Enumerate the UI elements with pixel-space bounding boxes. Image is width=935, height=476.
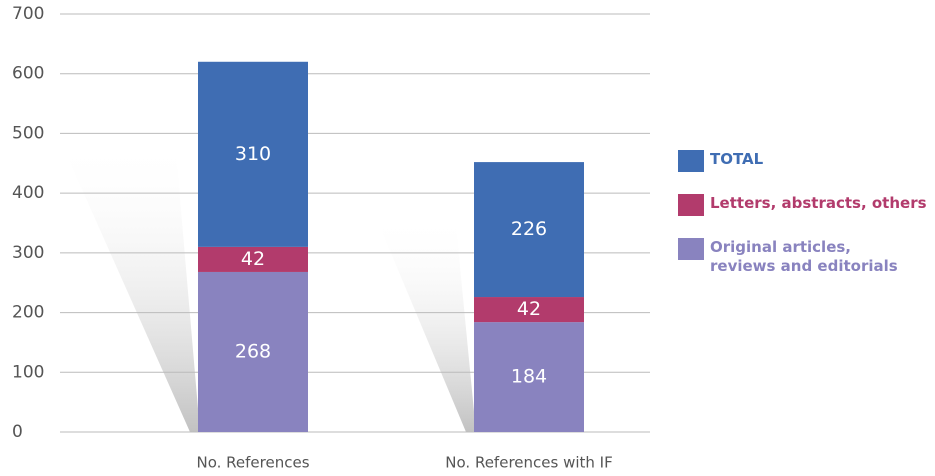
x-tick-label: No. References with IF bbox=[445, 454, 612, 472]
data-label: 226 bbox=[511, 218, 547, 240]
y-tick-label: 300 bbox=[12, 243, 44, 263]
bar-segment bbox=[198, 61, 308, 247]
legend-item: Letters, abstracts, others bbox=[678, 194, 927, 216]
x-tick-label: No. References bbox=[196, 454, 309, 472]
legend-item: TOTAL bbox=[678, 150, 910, 172]
y-tick-label: 0 bbox=[12, 422, 23, 442]
legend-label: TOTAL bbox=[710, 150, 764, 168]
legend-swatch bbox=[678, 238, 704, 260]
legend-item: Original articles, reviews and editorial… bbox=[678, 238, 910, 276]
y-tick-label: 700 bbox=[12, 4, 44, 24]
shadow bbox=[60, 140, 200, 432]
legend-swatch bbox=[678, 150, 704, 172]
y-tick-label: 400 bbox=[12, 183, 44, 203]
data-label: 268 bbox=[235, 340, 271, 362]
data-label: 184 bbox=[511, 366, 547, 388]
data-label: 42 bbox=[241, 248, 265, 270]
y-tick-label: 600 bbox=[12, 64, 44, 84]
y-tick-label: 500 bbox=[12, 123, 44, 143]
chart: 0 100 200 300 400 500 600 700 No. References 268 4… bbox=[12, 4, 650, 472]
legend-label: Original articles, reviews and editorial… bbox=[710, 238, 898, 275]
legend: TOTAL Letters, abstracts, others Original … bbox=[678, 150, 927, 298]
data-label: 310 bbox=[235, 143, 271, 165]
y-tick-label: 200 bbox=[12, 303, 44, 323]
bar-segment bbox=[474, 322, 584, 432]
bar-segment bbox=[474, 297, 584, 323]
legend-swatch bbox=[678, 194, 704, 216]
bar-segment bbox=[198, 246, 308, 272]
data-label: 42 bbox=[517, 298, 541, 320]
y-tick-label: 100 bbox=[12, 362, 44, 382]
bar-segment bbox=[198, 271, 308, 432]
bar-segment bbox=[474, 162, 584, 298]
legend-label: Letters, abstracts, others bbox=[710, 194, 927, 212]
shadow bbox=[375, 215, 476, 432]
